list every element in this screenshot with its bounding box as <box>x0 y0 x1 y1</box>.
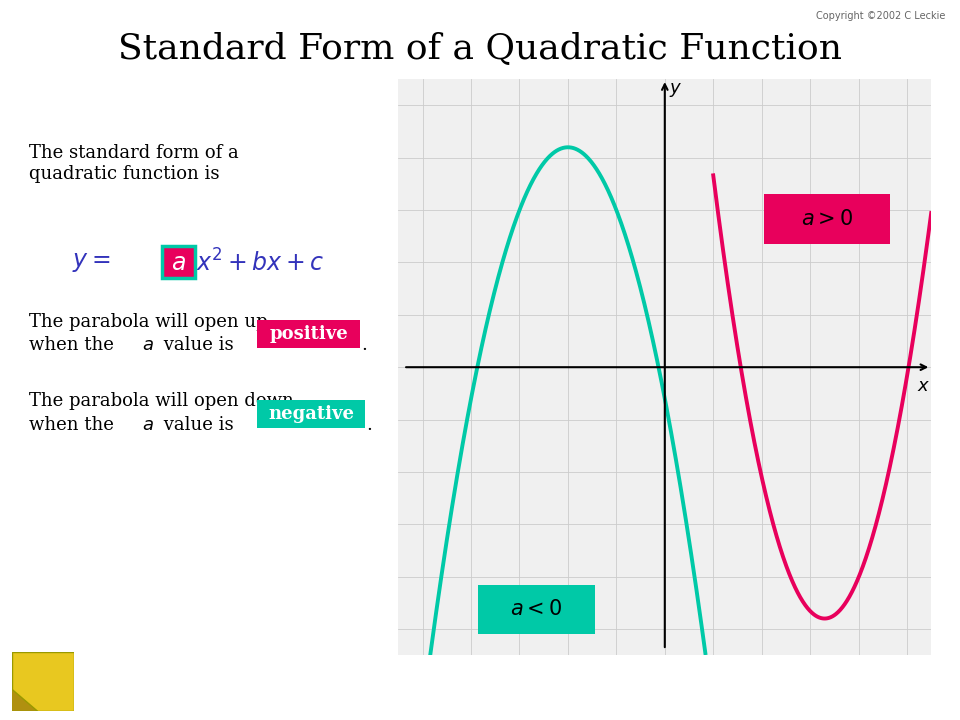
Text: $y =$: $y =$ <box>72 251 110 274</box>
Polygon shape <box>12 689 37 711</box>
Text: positive: positive <box>269 325 348 343</box>
Text: Copyright ©2002 C Leckie: Copyright ©2002 C Leckie <box>816 11 946 21</box>
Text: $x^2 + bx + c$: $x^2 + bx + c$ <box>196 249 324 276</box>
Text: Standard Form of a Quadratic Function: Standard Form of a Quadratic Function <box>118 32 842 66</box>
Text: $a < 0$: $a < 0$ <box>511 599 563 619</box>
Text: $y$: $y$ <box>669 81 683 99</box>
Text: when the: when the <box>29 336 119 354</box>
Text: The parabola will open up: The parabola will open up <box>29 313 268 331</box>
Text: $x$: $x$ <box>918 377 930 395</box>
FancyBboxPatch shape <box>764 194 890 244</box>
Text: .: . <box>361 336 367 354</box>
Text: $a > 0$: $a > 0$ <box>801 210 853 229</box>
Text: .: . <box>366 416 372 434</box>
FancyBboxPatch shape <box>257 400 365 428</box>
Text: negative: negative <box>268 405 354 423</box>
Text: when the: when the <box>29 416 119 434</box>
Text: $a$: $a$ <box>142 336 154 354</box>
Text: value is: value is <box>158 336 240 354</box>
Text: The standard form of a
quadratic function is: The standard form of a quadratic functio… <box>29 144 238 183</box>
FancyBboxPatch shape <box>478 585 594 634</box>
Text: value is: value is <box>158 416 240 434</box>
FancyBboxPatch shape <box>162 246 195 278</box>
FancyBboxPatch shape <box>12 652 74 711</box>
Text: The parabola will open down: The parabola will open down <box>29 392 294 410</box>
FancyBboxPatch shape <box>257 320 360 348</box>
Text: $a$: $a$ <box>171 251 186 275</box>
Text: $a$: $a$ <box>142 416 154 434</box>
